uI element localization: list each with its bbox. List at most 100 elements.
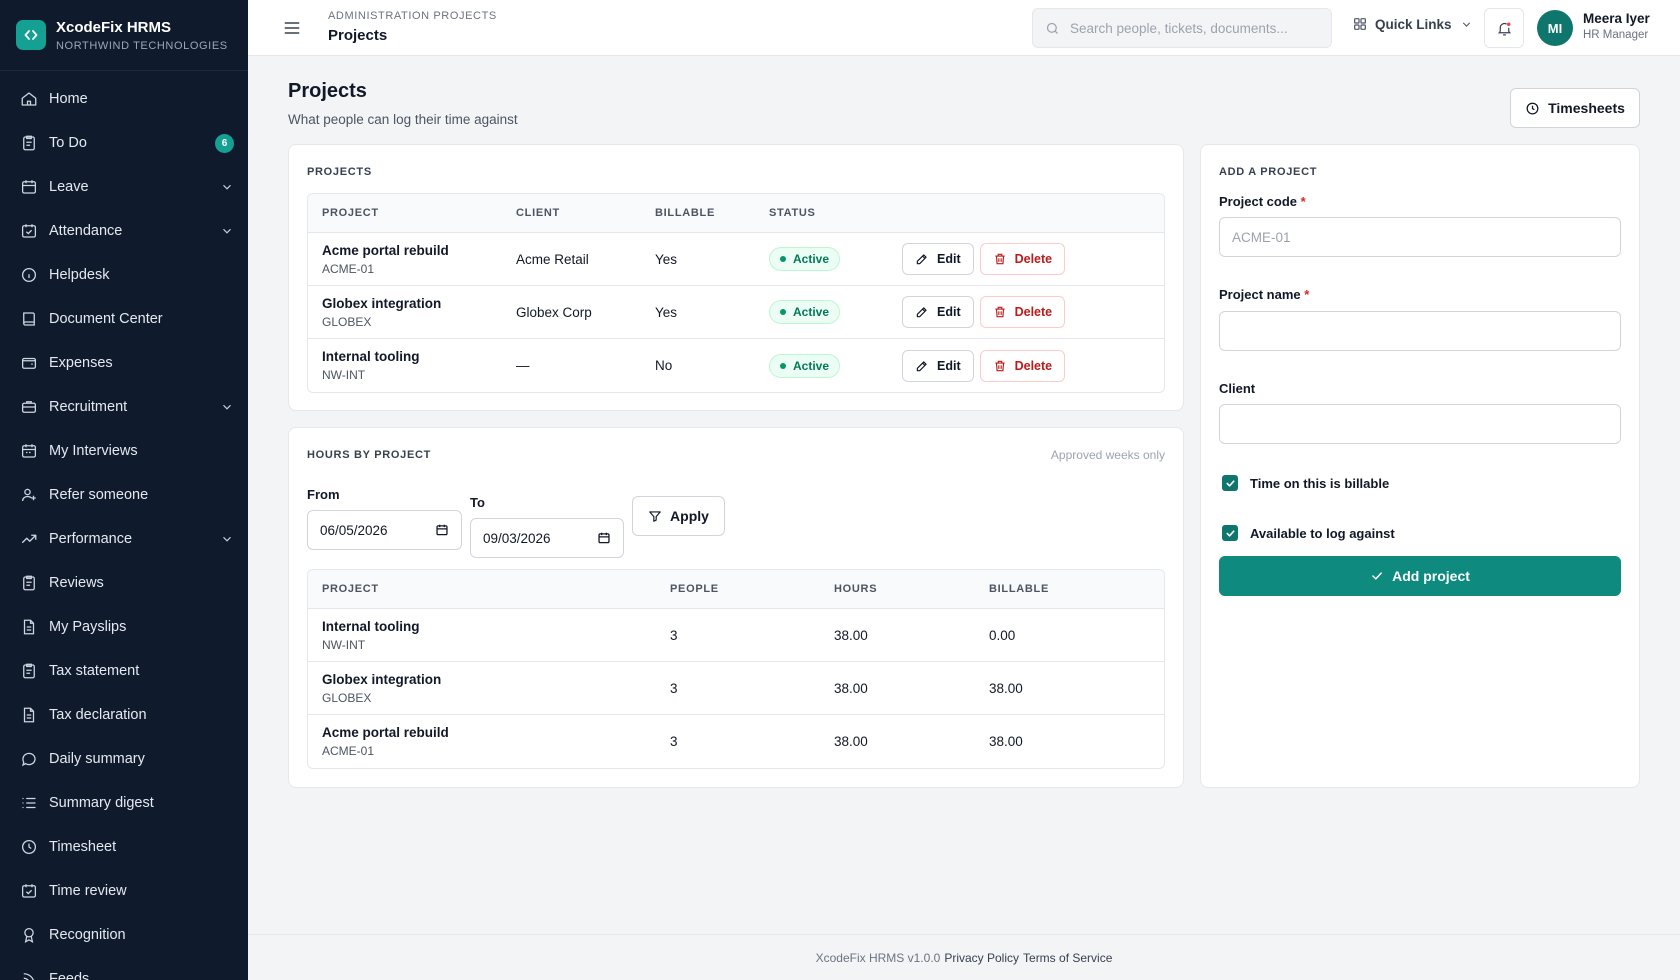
sidebar-item-time-review[interactable]: Time review [0, 869, 248, 913]
billable-checkbox-label: Time on this is billable [1250, 475, 1390, 491]
column-header: BILLABLE [989, 570, 1164, 609]
sidebar-item-summary-digest[interactable]: Summary digest [0, 781, 248, 825]
apply-filter-button[interactable]: Apply [632, 496, 725, 536]
client-input[interactable] [1219, 404, 1621, 444]
calendar-icon [21, 180, 37, 194]
list-icon [22, 797, 36, 809]
rss-icon [23, 973, 34, 980]
message-icon [21, 752, 36, 767]
avatar[interactable]: MI [1537, 10, 1573, 46]
sidebar-item-recruitment[interactable]: Recruitment [0, 385, 248, 429]
actions-cell: Edit Delete [902, 286, 1164, 339]
brand[interactable]: XcodeFix HRMS NORTHWIND TECHNOLOGIES [0, 0, 248, 71]
actions-cell: Edit Delete [902, 233, 1164, 286]
edit-button-label: Edit [937, 305, 961, 319]
sidebar-item-todo[interactable]: To Do 6 [0, 121, 248, 165]
sidebar-item-timesheet[interactable]: Timesheet [0, 825, 248, 869]
privacy-policy-link[interactable]: Privacy Policy [944, 950, 1020, 965]
edit-button[interactable]: Edit [902, 243, 974, 275]
pencil-icon [916, 360, 927, 371]
project-name: Globex integration [322, 295, 442, 311]
sidebar-item-refer-someone[interactable]: Refer someone [0, 473, 248, 517]
wallet-icon [21, 357, 37, 369]
project-name-label: Project name * [1219, 287, 1309, 302]
check-icon [1372, 572, 1382, 580]
sidebar-item-helpdesk[interactable]: Helpdesk [0, 253, 248, 297]
project-code-input[interactable] [1219, 217, 1621, 257]
required-mark: * [1304, 287, 1310, 302]
sidebar-item-my-payslips[interactable]: My Payslips [0, 605, 248, 649]
chevron-down-icon [223, 228, 231, 234]
status-dot-icon [780, 362, 786, 369]
calendar-icon [21, 444, 37, 458]
available-checkbox[interactable]: Available to log against [1222, 525, 1395, 541]
sidebar-item-attendance[interactable]: Attendance [0, 209, 248, 253]
quick-links-menu[interactable]: Quick Links [1352, 16, 1473, 32]
sidebar-item-tax-declaration[interactable]: Tax declaration [0, 693, 248, 737]
sidebar-item-label: Attendance [49, 223, 123, 239]
delete-button[interactable]: Delete [979, 243, 1066, 275]
column-header: HOURS [834, 570, 989, 609]
client-cell: — [516, 358, 530, 373]
status-badge: Active [769, 353, 841, 378]
project-code: GLOBEX [322, 314, 372, 329]
sidebar-item-performance[interactable]: Performance [0, 517, 248, 561]
timesheets-button[interactable]: Timesheets [1510, 88, 1640, 128]
clipboard-icon [23, 663, 35, 679]
approved-weeks-note: Approved weeks only [1050, 448, 1165, 462]
search-input[interactable] [1070, 20, 1310, 36]
billable-checkbox[interactable]: Time on this is billable [1222, 475, 1389, 491]
trash-icon [994, 306, 1005, 318]
people-cell: 3 [670, 609, 834, 662]
status-cell: Active [769, 339, 902, 392]
sidebar-item-label: Recruitment [49, 399, 128, 415]
from-label: From [307, 487, 340, 502]
delete-button[interactable]: Delete [979, 296, 1066, 328]
delete-button-label: Delete [1014, 358, 1053, 373]
sidebar-item-tax-statement[interactable]: Tax statement [0, 649, 248, 693]
available-checkbox-label: Available to log against [1250, 525, 1395, 541]
status-badge: Active [769, 300, 841, 324]
to-date-input[interactable]: 09/03/2026 [470, 518, 624, 558]
sidebar-item-recognition[interactable]: Recognition [0, 913, 248, 957]
sidebar-item-reviews[interactable]: Reviews [0, 561, 248, 605]
column-header: BILLABLE [655, 194, 769, 233]
home-icon [21, 92, 37, 106]
project-code: ACME-01 [322, 744, 375, 758]
from-date-input[interactable]: 06/05/2026 [307, 510, 462, 550]
edit-button[interactable]: Edit [902, 349, 974, 382]
status-dot-icon [780, 256, 786, 262]
edit-button[interactable]: Edit [902, 296, 974, 328]
menu-icon[interactable] [282, 18, 302, 38]
add-project-button[interactable]: Add project [1219, 556, 1621, 596]
sidebar-item-my-interviews[interactable]: My Interviews [0, 429, 248, 473]
from-date-value: 06/05/2026 [320, 522, 388, 538]
sidebar-item-leave[interactable]: Leave [0, 165, 248, 209]
project-name-input[interactable] [1219, 311, 1621, 351]
column-header: PEOPLE [670, 570, 834, 609]
sidebar-item-label: Timesheet [49, 839, 117, 855]
status-label: Active [793, 252, 830, 266]
actions-cell: Edit Delete [902, 339, 1164, 392]
sidebar-item-home[interactable]: Home [0, 77, 248, 121]
sidebar-item-label: My Interviews [49, 443, 138, 459]
checkbox-checked-icon [1222, 525, 1238, 541]
projects-table: PROJECT CLIENT BILLABLE STATUS Acme port… [307, 193, 1165, 393]
info-icon [21, 267, 37, 283]
sidebar-item-daily-summary[interactable]: Daily summary [0, 737, 248, 781]
calendar-check-icon [21, 224, 37, 238]
notifications-button[interactable] [1484, 8, 1524, 48]
edit-button-label: Edit [937, 358, 961, 373]
briefcase-icon [21, 401, 37, 413]
project-code-label-text: Project code [1219, 194, 1298, 209]
sidebar-item-expenses[interactable]: Expenses [0, 341, 248, 385]
trash-icon [994, 253, 1005, 265]
column-header-actions [902, 194, 1164, 233]
user-menu[interactable]: Meera Iyer HR Manager [1583, 11, 1650, 41]
chevron-down-icon [223, 536, 231, 542]
sidebar: XcodeFix HRMS NORTHWIND TECHNOLOGIES Hom… [0, 0, 248, 980]
sidebar-item-document-center[interactable]: Document Center [0, 297, 248, 341]
terms-of-service-link[interactable]: Terms of Service [1023, 950, 1113, 965]
sidebar-item-feeds[interactable]: Feeds [0, 957, 248, 980]
delete-button[interactable]: Delete [979, 349, 1066, 382]
